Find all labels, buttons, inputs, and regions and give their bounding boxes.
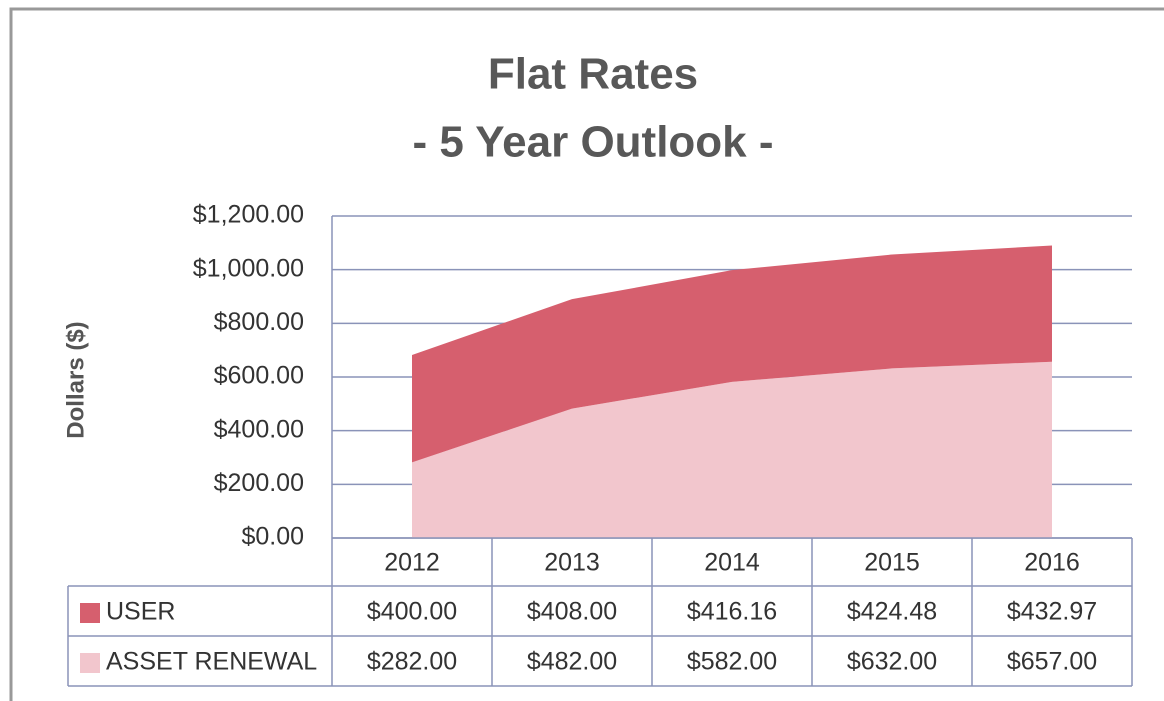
area [412, 245, 1052, 463]
x-tick-label: 2012 [384, 549, 440, 577]
y-tick-label: $0.00 [241, 523, 304, 551]
table-cell: $632.00 [847, 648, 937, 676]
x-tick-label: 2013 [544, 549, 600, 577]
table-cell: $408.00 [527, 598, 617, 626]
legend-swatch [80, 653, 100, 673]
x-tick-label: 2015 [864, 549, 920, 577]
legend-swatch [80, 603, 100, 623]
table-cell: $432.97 [1007, 598, 1097, 626]
area [412, 361, 1052, 538]
y-tick-label: $800.00 [214, 308, 304, 336]
table-cell: $482.00 [527, 648, 617, 676]
table-cell: $424.48 [847, 598, 937, 626]
table-cell: $282.00 [367, 648, 457, 676]
table-cell: $657.00 [1007, 648, 1097, 676]
x-tick-label: 2014 [704, 549, 760, 577]
legend-label: USER [106, 598, 175, 626]
y-tick-label: $200.00 [214, 469, 304, 497]
y-tick-label: $1,000.00 [193, 254, 304, 282]
y-tick-label: $600.00 [214, 362, 304, 390]
chart-subtitle: - 5 Year Outlook - [412, 118, 773, 167]
y-axis-label: Dollars ($) [62, 321, 89, 438]
table-cell: $416.16 [687, 598, 777, 626]
legend-label: ASSET RENEWAL [106, 648, 317, 676]
x-tick-label: 2016 [1024, 549, 1080, 577]
chart-title: Flat Rates [488, 50, 698, 99]
y-tick-label: $1,200.00 [193, 201, 304, 229]
table-cell: $582.00 [687, 648, 777, 676]
table-cell: $400.00 [367, 598, 457, 626]
y-tick-label: $400.00 [214, 415, 304, 443]
